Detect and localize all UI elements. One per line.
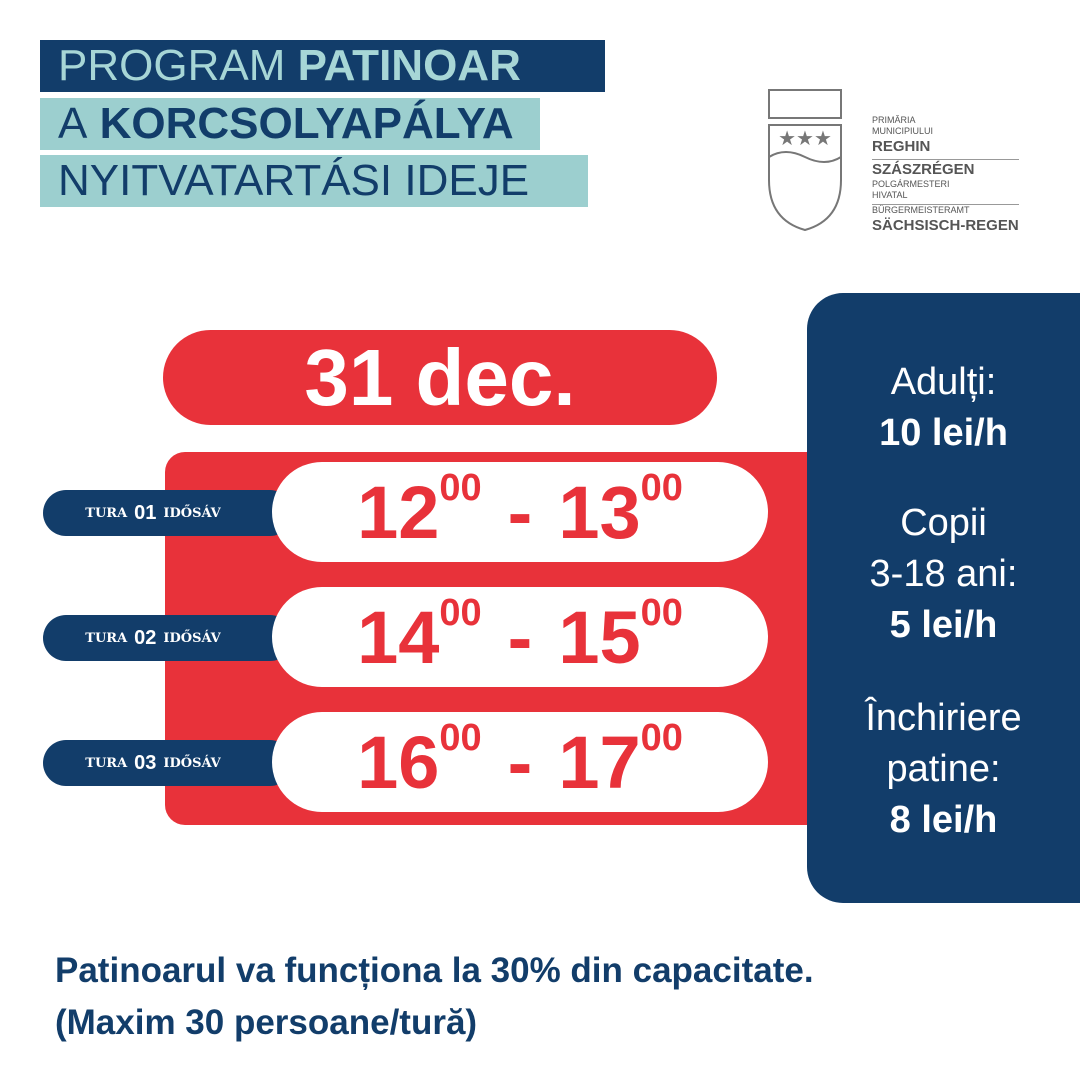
footer: Patinoarul va funcționa la 30% din capac…: [55, 945, 814, 1049]
slot-tag: TURA 02 IDŐSÁV: [43, 615, 293, 661]
start-hour: 12: [357, 470, 440, 554]
price-label: 3-18 ani:: [869, 553, 1018, 595]
header-line: NYITVATARTÁSI IDEJE: [40, 155, 588, 207]
slot-time: 16 00-17 00: [272, 712, 768, 812]
slot-number: 02: [134, 626, 157, 649]
slot-number: 03: [134, 751, 157, 774]
header-normal: NYITVATARTÁSI IDEJE: [58, 156, 530, 205]
header-line: PROGRAM PATINOAR: [40, 40, 605, 92]
logo-line: SÄCHSISCH-REGEN: [872, 217, 1019, 234]
slot-time: 14 00-15 00: [272, 587, 768, 687]
footer-line: Patinoarul va funcționa la 30% din capac…: [55, 951, 814, 990]
slot-suffix: IDŐSÁV: [163, 630, 221, 646]
end-minute: 00: [640, 591, 683, 634]
slot-label: TURA: [85, 630, 128, 646]
logo-line: BÜRGERMEISTERAMT: [872, 204, 1019, 216]
header-normal: PROGRAM: [58, 41, 286, 90]
logo-text: PRIMĂRIA MUNICIPIULUI REGHIN SZÁSZRÉGEN …: [872, 115, 1019, 235]
logo-line: MUNICIPIULUI: [872, 126, 934, 136]
price-item: Închiriere patine: 8 lei/h: [807, 693, 1080, 846]
header-bold: PATINOAR: [297, 41, 521, 90]
logo-line: REGHIN: [872, 138, 931, 155]
start-hour: 14: [357, 595, 440, 679]
start-hour: 16: [357, 720, 440, 804]
header-bold: KORCSOLYAPÁLYA: [99, 99, 514, 148]
footer-line: (Maxim 30 persoane/tură): [55, 1003, 478, 1042]
header-normal: A: [58, 99, 88, 148]
end-minute: 00: [640, 716, 683, 759]
logo-line: HIVATAL: [872, 190, 908, 200]
svg-text:★★★: ★★★: [778, 128, 832, 150]
logo-line: SZÁSZRÉGEN: [872, 159, 1019, 179]
slot-suffix: IDŐSÁV: [163, 505, 221, 521]
start-minute: 00: [439, 466, 482, 509]
logo-line: PRIMĂRIA: [872, 115, 916, 125]
header-line: A KORCSOLYAPÁLYA: [40, 98, 540, 150]
price-value: 8 lei/h: [889, 799, 998, 841]
price-label: Adulți:: [890, 361, 997, 403]
price-item: Copii 3-18 ani: 5 lei/h: [807, 498, 1080, 651]
price-label: Copii: [900, 502, 987, 544]
date: 31 dec.: [163, 330, 717, 425]
separator: -: [507, 720, 533, 804]
slot-number: 01: [134, 501, 157, 524]
end-hour: 17: [558, 720, 641, 804]
price-item: Adulți: 10 lei/h: [807, 357, 1080, 459]
price-panel: Adulți: 10 lei/h Copii 3-18 ani: 5 lei/h Înch…: [807, 293, 1080, 903]
end-hour: 13: [558, 470, 641, 554]
separator: -: [507, 595, 533, 679]
separator: -: [507, 470, 533, 554]
logo-line: POLGÁRMESTERI: [872, 179, 950, 189]
price-label: patine:: [886, 748, 1001, 790]
slot-suffix: IDŐSÁV: [163, 755, 221, 771]
slot-label: TURA: [85, 505, 128, 521]
price-label: Închiriere: [865, 697, 1022, 739]
slot-time: 12 00-13 00: [272, 462, 768, 562]
slot-tag: TURA 03 IDŐSÁV: [43, 740, 293, 786]
end-hour: 15: [558, 595, 641, 679]
slot-tag: TURA 01 IDŐSÁV: [43, 490, 293, 536]
start-minute: 00: [439, 591, 482, 634]
price-value: 5 lei/h: [889, 604, 998, 646]
price-value: 10 lei/h: [879, 412, 1008, 454]
coat-of-arms: ★★★: [768, 89, 842, 232]
start-minute: 00: [439, 716, 482, 759]
end-minute: 00: [640, 466, 683, 509]
slot-label: TURA: [85, 755, 128, 771]
